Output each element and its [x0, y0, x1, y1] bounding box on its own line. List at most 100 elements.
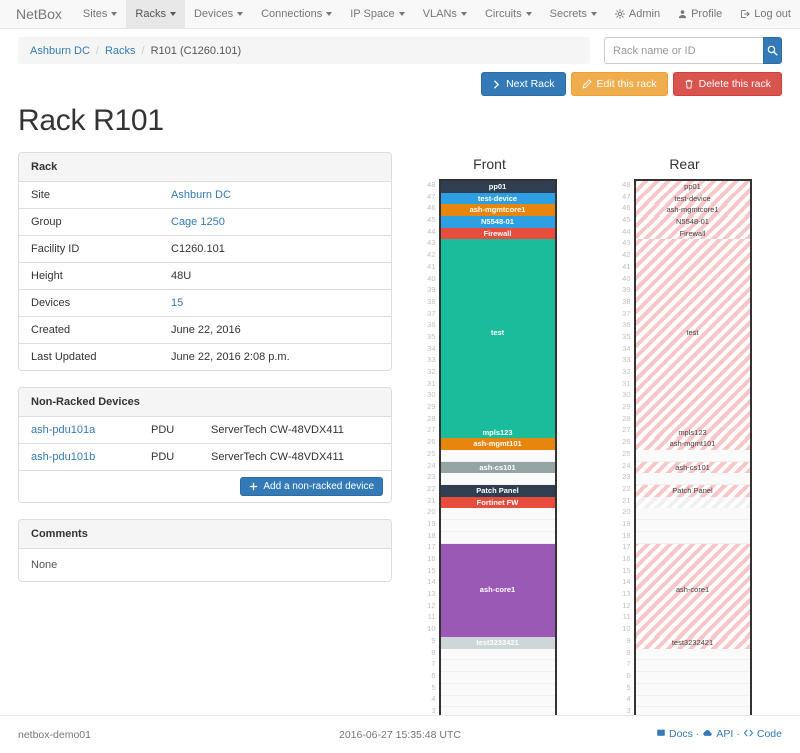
- rack-unit-empty[interactable]: [635, 683, 750, 696]
- rack-device-front[interactable]: Firewall: [440, 227, 555, 240]
- rack-unit-empty[interactable]: [440, 531, 555, 544]
- rack-unit-empty[interactable]: [440, 683, 555, 696]
- next-rack-button[interactable]: Next Rack: [481, 72, 566, 96]
- rack-device-rear[interactable]: N5548-01: [635, 216, 750, 228]
- nav-item-ip-space[interactable]: IP Space: [341, 0, 413, 28]
- rack-unit-empty[interactable]: [440, 520, 555, 532]
- rack-unit-number: 4: [626, 694, 631, 704]
- rack-device-rear[interactable]: test-device: [635, 192, 750, 205]
- nav-item-log-out[interactable]: Log out: [731, 0, 800, 28]
- rack-attribute-link[interactable]: Ashburn DC: [171, 189, 231, 201]
- rack-unit-empty[interactable]: [440, 648, 555, 661]
- nav-item-vlans[interactable]: VLANs: [414, 0, 476, 28]
- rack-unit-number: 15: [427, 565, 436, 575]
- rack-attribute-link[interactable]: Cage 1250: [171, 216, 225, 228]
- rack-device-front[interactable]: N5548-01: [440, 216, 555, 228]
- rack-device-rear[interactable]: test: [635, 239, 750, 427]
- book-icon: [656, 728, 666, 741]
- front-elevation: Front 48 47 46 45 44 43 42 41 40 39 38 37 36 35 34 33 32…: [423, 156, 557, 745]
- device-name-cell[interactable]: ash-pdu101a: [19, 417, 139, 444]
- rack-attribute-value: C1260.101: [159, 235, 391, 263]
- rack-device-front[interactable]: mpls123: [440, 426, 555, 439]
- footer-link-api[interactable]: API: [702, 728, 733, 740]
- front-rack-body: pp01 test-device ash-mgmtcore1 N5548-01 Fire…: [438, 179, 557, 745]
- rack-device-rear[interactable]: ash-cs101: [635, 461, 750, 474]
- rack-unit-number: 46: [622, 203, 631, 213]
- rack-unit-empty[interactable]: [635, 520, 750, 532]
- rack-unit-number: 41: [622, 261, 631, 271]
- rack-unit-empty[interactable]: [440, 672, 555, 684]
- nav-item-connections[interactable]: Connections: [252, 0, 341, 28]
- nav-item-profile[interactable]: Profile: [669, 0, 731, 28]
- rack-unit-empty[interactable]: [440, 695, 555, 708]
- rack-attributes-table: Site Ashburn DC Group Cage 1250 Facility ID C…: [19, 182, 391, 370]
- footer-link-code[interactable]: Code: [743, 728, 782, 740]
- rack-device-front[interactable]: ash-mgmtcore1: [440, 204, 555, 217]
- rack-unit-empty[interactable]: [440, 450, 555, 462]
- rack-unit-empty[interactable]: [635, 648, 750, 661]
- rack-unit-number: 10: [427, 624, 436, 634]
- rack-unit-empty[interactable]: [440, 660, 555, 673]
- nav-item-circuits[interactable]: Circuits: [476, 0, 541, 28]
- edit-rack-button[interactable]: Edit this rack: [570, 72, 668, 96]
- rack-device-rear[interactable]: mpls123: [635, 426, 750, 439]
- rack-device-label: ash-cs101: [479, 462, 516, 472]
- rack-unit-empty[interactable]: [635, 672, 750, 684]
- rack-device-rear[interactable]: pp01: [635, 181, 750, 193]
- rack-device-front[interactable]: Patch Panel: [440, 485, 555, 497]
- rack-unit-number: 12: [622, 600, 631, 610]
- rack-device-front[interactable]: ash-core1: [440, 543, 555, 638]
- rack-unit-empty[interactable]: [635, 531, 750, 544]
- rack-device-front[interactable]: test-device: [440, 192, 555, 205]
- rack-device-front[interactable]: Fortinet FW: [440, 496, 555, 509]
- rack-attribute-value[interactable]: 15: [159, 289, 391, 317]
- nav-item-sites[interactable]: Sites: [74, 0, 126, 28]
- rack-unit-empty[interactable]: [635, 695, 750, 708]
- nav-item-devices[interactable]: Devices: [185, 0, 252, 28]
- rack-device-rear[interactable]: ash-mgmt101: [635, 438, 750, 450]
- footer-separator: ·: [736, 728, 740, 740]
- add-non-racked-device-button[interactable]: Add a non-racked device: [240, 477, 383, 496]
- rack-attribute-value: June 22, 2016 2:08 p.m.: [159, 343, 391, 370]
- device-name-cell[interactable]: ash-pdu101b: [19, 443, 139, 470]
- device-link[interactable]: ash-pdu101b: [31, 451, 96, 463]
- footer-link-docs[interactable]: Docs: [656, 728, 693, 740]
- rack-unit-empty[interactable]: [635, 508, 750, 521]
- nav-item-racks[interactable]: Racks: [126, 0, 185, 28]
- rack-unit-empty[interactable]: [440, 473, 555, 486]
- rack-attribute-value[interactable]: Ashburn DC: [159, 182, 391, 209]
- rack-device-label: Firewall: [483, 228, 512, 238]
- rack-unit-empty[interactable]: [635, 450, 750, 462]
- rack-device-rear[interactable]: Patch Panel: [635, 485, 750, 497]
- nav-item-secrets[interactable]: Secrets: [541, 0, 606, 28]
- footer-link-label: Code: [756, 728, 782, 740]
- rack-attribute-link[interactable]: 15: [171, 297, 184, 309]
- search-input[interactable]: [604, 37, 763, 64]
- rack-device-label: ash-mgmtcore1: [469, 205, 526, 215]
- rack-unit-empty[interactable]: [635, 473, 750, 486]
- rack-device-rear[interactable]: [635, 496, 750, 509]
- rack-attribute-value[interactable]: Cage 1250: [159, 208, 391, 236]
- rack-device-front[interactable]: ash-cs101: [440, 461, 555, 474]
- rack-device-front[interactable]: test: [440, 239, 555, 427]
- rack-unit-number: 22: [622, 483, 631, 493]
- rack-device-rear[interactable]: ash-core1: [635, 543, 750, 638]
- device-link[interactable]: ash-pdu101a: [31, 424, 96, 436]
- brand-logo[interactable]: NetBox: [16, 6, 62, 22]
- breadcrumb-site[interactable]: Ashburn DC: [30, 44, 90, 57]
- rack-unit-empty[interactable]: [635, 660, 750, 673]
- primary-nav: Sites Racks Devices Connections IP Space VLAN…: [74, 0, 606, 28]
- rack-device-rear[interactable]: test3232421: [635, 637, 750, 649]
- search-button[interactable]: [763, 37, 782, 64]
- delete-rack-button[interactable]: Delete this rack: [672, 72, 782, 96]
- rack-device-rear[interactable]: ash-mgmtcore1: [635, 204, 750, 217]
- rack-device-rear[interactable]: Firewall: [635, 227, 750, 240]
- rack-unit-empty[interactable]: [440, 508, 555, 521]
- breadcrumb-racks[interactable]: Racks: [104, 44, 136, 57]
- rack-device-front[interactable]: ash-mgmt101: [440, 438, 555, 450]
- nav-item-admin[interactable]: Admin: [606, 0, 669, 28]
- rack-device-front[interactable]: test3232421: [440, 637, 555, 649]
- rack-unit-number: 48: [427, 180, 436, 189]
- rack-device-front[interactable]: pp01: [440, 181, 555, 193]
- rack-search: [604, 37, 782, 64]
